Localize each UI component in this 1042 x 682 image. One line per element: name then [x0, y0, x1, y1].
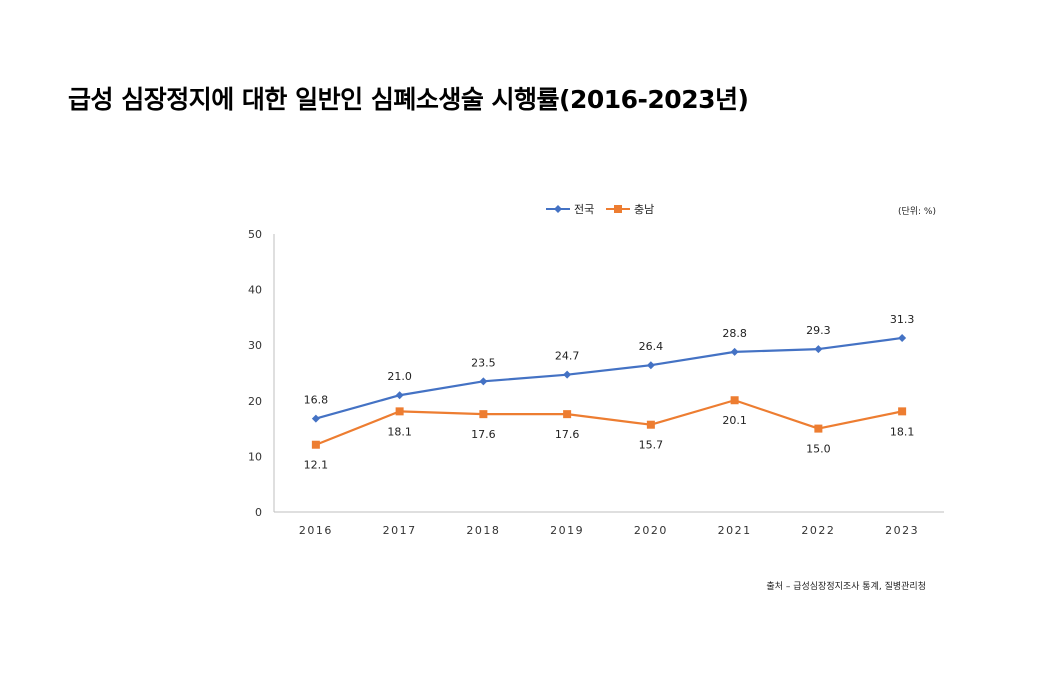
data-label-national: 26.4 — [639, 340, 664, 353]
data-point-national — [898, 333, 907, 342]
data-label-chungnam: 20.1 — [722, 414, 747, 427]
y-tick-label: 0 — [255, 506, 262, 519]
x-tick-label: 2021 — [718, 524, 752, 537]
data-point-chungnam — [311, 440, 320, 449]
legend: 전국 충남 — [546, 203, 654, 216]
x-tick-label: 2017 — [383, 524, 417, 537]
chart-title: 급성 심장정지에 대한 일반인 심폐소생술 시행률(2016-2023년) — [68, 85, 749, 114]
data-point-chungnam — [730, 396, 739, 405]
data-label-national: 28.8 — [722, 327, 747, 340]
source-note: 출처 – 급성심장정지조사 통계, 질병관리청 — [766, 580, 926, 592]
data-point-chungnam — [479, 410, 488, 419]
data-label-national: 29.3 — [806, 324, 831, 337]
data-label-national: 24.7 — [555, 350, 580, 363]
data-point-national — [646, 361, 655, 370]
y-tick-label: 50 — [248, 228, 262, 241]
data-label-chungnam: 17.6 — [471, 428, 496, 441]
data-point-national — [563, 370, 572, 379]
data-label-chungnam: 15.0 — [806, 443, 831, 456]
x-tick-label: 2023 — [885, 524, 919, 537]
y-tick-label: 40 — [248, 284, 262, 297]
data-point-chungnam — [814, 424, 823, 433]
data-label-chungnam: 18.1 — [387, 425, 412, 438]
data-label-national: 21.0 — [387, 370, 412, 383]
data-label-chungnam: 12.1 — [304, 459, 329, 472]
data-label-national: 23.5 — [471, 356, 496, 369]
data-label-chungnam: 18.1 — [890, 425, 915, 438]
legend-label-chungnam: 충남 — [634, 203, 654, 216]
data-point-chungnam — [646, 420, 655, 429]
y-tick-label: 20 — [248, 395, 262, 408]
data-point-national — [395, 391, 404, 400]
series-line-chungnam — [315, 399, 903, 446]
legend-label-national: 전국 — [574, 203, 594, 216]
x-tick-label: 2022 — [801, 524, 835, 537]
y-tick-label: 10 — [248, 450, 262, 463]
unit-label: (단위: %) — [898, 206, 936, 217]
legend-marker-national-icon — [554, 205, 562, 213]
x-tick-label: 2020 — [634, 524, 668, 537]
series-line-national — [315, 336, 903, 420]
x-tick-label: 2018 — [466, 524, 500, 537]
legend-marker-chungnam-icon — [614, 205, 622, 213]
data-point-chungnam — [563, 410, 572, 419]
x-tick-label: 2016 — [299, 524, 333, 537]
data-label-chungnam: 17.6 — [555, 428, 580, 441]
x-tick-label: 2019 — [550, 524, 584, 537]
data-label-chungnam: 15.7 — [639, 439, 664, 452]
data-point-national — [479, 377, 488, 386]
data-label-national: 16.8 — [304, 394, 329, 407]
data-point-national — [730, 347, 739, 356]
y-tick-label: 30 — [248, 339, 262, 352]
data-point-chungnam — [395, 407, 404, 416]
data-point-national — [311, 414, 320, 423]
data-point-national — [814, 345, 823, 354]
data-label-national: 31.3 — [890, 313, 915, 326]
data-point-chungnam — [898, 407, 907, 416]
